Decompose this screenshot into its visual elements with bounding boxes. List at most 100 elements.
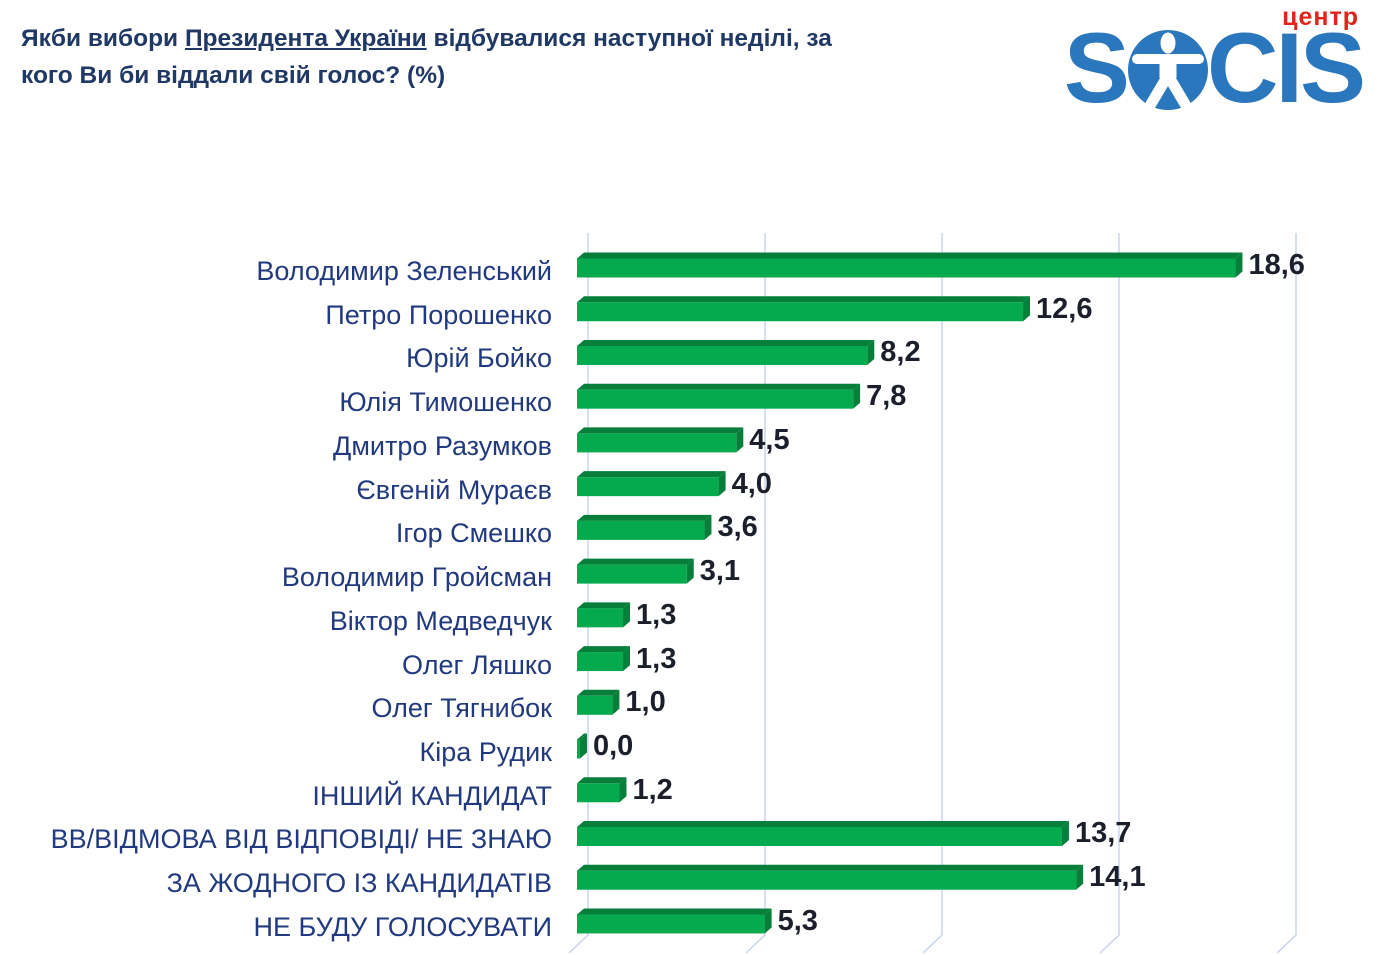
bar-face	[577, 608, 624, 628]
gridline	[568, 233, 589, 954]
category-label: Юрій Бойко	[406, 343, 552, 374]
bar-face	[577, 564, 687, 584]
bar-right-bevel	[686, 558, 694, 584]
logo-brand-prefix: S	[1063, 12, 1130, 123]
bar-top-bevel	[577, 296, 1031, 303]
bar-face	[577, 389, 854, 409]
value-label: 1,3	[636, 642, 677, 675]
bar-top-bevel	[577, 864, 1084, 871]
category-label: Олег Ляшко	[402, 649, 552, 680]
category-label: Віктор Медведчук	[329, 605, 552, 636]
title-line2: кого Ви би віддали свій голос? (%)	[21, 62, 446, 89]
value-label: 7,8	[866, 380, 907, 413]
bar-10	[577, 689, 620, 715]
gridline	[1099, 233, 1120, 954]
bar-right-bevel	[1023, 296, 1031, 322]
bar-face	[577, 783, 620, 803]
bar-face	[577, 433, 737, 453]
value-label: 3,6	[717, 511, 758, 544]
category-label: Володимир Гройсман	[281, 562, 552, 593]
title-line1-underlined: Президента України	[184, 25, 427, 52]
category-label: Ігор Смешко	[395, 518, 552, 549]
title-line1-suffix: відбувалися наступної неділі, за	[426, 25, 832, 52]
socis-o-person-icon	[1127, 30, 1208, 110]
category-label: ВВ/ВІДМОВА ВІД ВІДПОВІДІ/ НЕ ЗНАЮ	[50, 824, 552, 855]
bar-right-bevel	[853, 383, 861, 409]
bar-14	[577, 864, 1084, 890]
bar-face	[577, 345, 868, 365]
bar-face	[577, 477, 719, 497]
bar-right-bevel	[619, 777, 627, 803]
bar-top-bevel	[577, 471, 726, 478]
logo-brand-suffix: CIS	[1206, 12, 1366, 123]
bar-8	[577, 602, 631, 628]
bar-5	[577, 471, 726, 497]
bar-top-bevel	[577, 602, 631, 609]
value-label: 1,0	[625, 686, 666, 719]
bar-top-bevel	[577, 427, 744, 434]
value-label: 12,6	[1036, 292, 1093, 325]
value-label: 1,3	[636, 598, 677, 631]
bar-right-bevel	[704, 514, 712, 540]
category-label: Дмитро Разумков	[333, 430, 552, 461]
category-label: Олег Тягнибок	[371, 693, 552, 724]
bar-4	[577, 427, 744, 453]
chart-title: Якби вибори Президента України відбували…	[21, 20, 1011, 94]
bar-face	[577, 870, 1077, 890]
logo-brand: S CIS	[1063, 12, 1366, 123]
bar-top-bevel	[577, 689, 620, 696]
bar-9	[577, 646, 631, 672]
category-label: Петро Порошенко	[325, 299, 552, 330]
bar-face	[577, 826, 1062, 846]
bar-2	[577, 339, 875, 365]
bar-right-bevel	[1061, 820, 1069, 846]
bar-0	[577, 252, 1243, 278]
value-label: 8,2	[880, 336, 921, 369]
bar-right-bevel	[1235, 252, 1243, 278]
category-label: ІНШИЙ КАНДИДАТ	[312, 780, 552, 811]
bar-right-bevel	[623, 646, 631, 672]
bar-top-bevel	[577, 383, 861, 390]
logo-tagline: центр	[1282, 3, 1359, 31]
gridline	[922, 233, 943, 954]
bar-top-bevel	[577, 777, 627, 784]
value-label: 13,7	[1074, 817, 1132, 850]
value-label: 14,1	[1089, 861, 1146, 894]
bar-12	[577, 777, 627, 803]
bar-1	[577, 296, 1031, 322]
bar-6	[577, 514, 712, 540]
value-label: 0,0	[593, 730, 634, 763]
category-label: Юлія Тимошенко	[339, 387, 552, 418]
value-label: 3,1	[699, 555, 741, 588]
bar-face	[577, 520, 705, 540]
bar-11	[577, 733, 587, 759]
bar-right-bevel	[580, 733, 587, 759]
category-label: Кіра Рудик	[419, 737, 552, 768]
bar-top-bevel	[577, 733, 587, 740]
bar-top-bevel	[577, 820, 1069, 827]
category-label: ЗА ЖОДНОГО ІЗ КАНДИДАТІВ	[166, 868, 552, 899]
bar-right-bevel	[764, 908, 772, 934]
gridline	[745, 233, 766, 954]
bar-right-bevel	[1076, 864, 1084, 890]
bar-top-bevel	[577, 646, 631, 653]
bar-top-bevel	[577, 558, 694, 565]
value-label: 1,2	[632, 773, 673, 806]
bar-7	[577, 558, 694, 584]
bar-3	[577, 383, 861, 409]
value-label: 18,6	[1248, 249, 1305, 281]
gridline	[1276, 233, 1297, 954]
bar-right-bevel	[718, 471, 726, 497]
value-label: 5,3	[777, 904, 818, 937]
bar-face	[577, 739, 580, 759]
value-label: 4,0	[731, 467, 772, 500]
bar-right-bevel	[867, 339, 875, 365]
category-label: НЕ БУДУ ГОЛОСУВАТИ	[253, 911, 552, 942]
socis-logo: центр S CIS	[1063, 3, 1366, 123]
bar-top-bevel	[577, 908, 772, 915]
bar-15	[577, 908, 772, 934]
bar-right-bevel	[736, 427, 744, 453]
category-label: Володимир Зеленський	[256, 256, 552, 286]
